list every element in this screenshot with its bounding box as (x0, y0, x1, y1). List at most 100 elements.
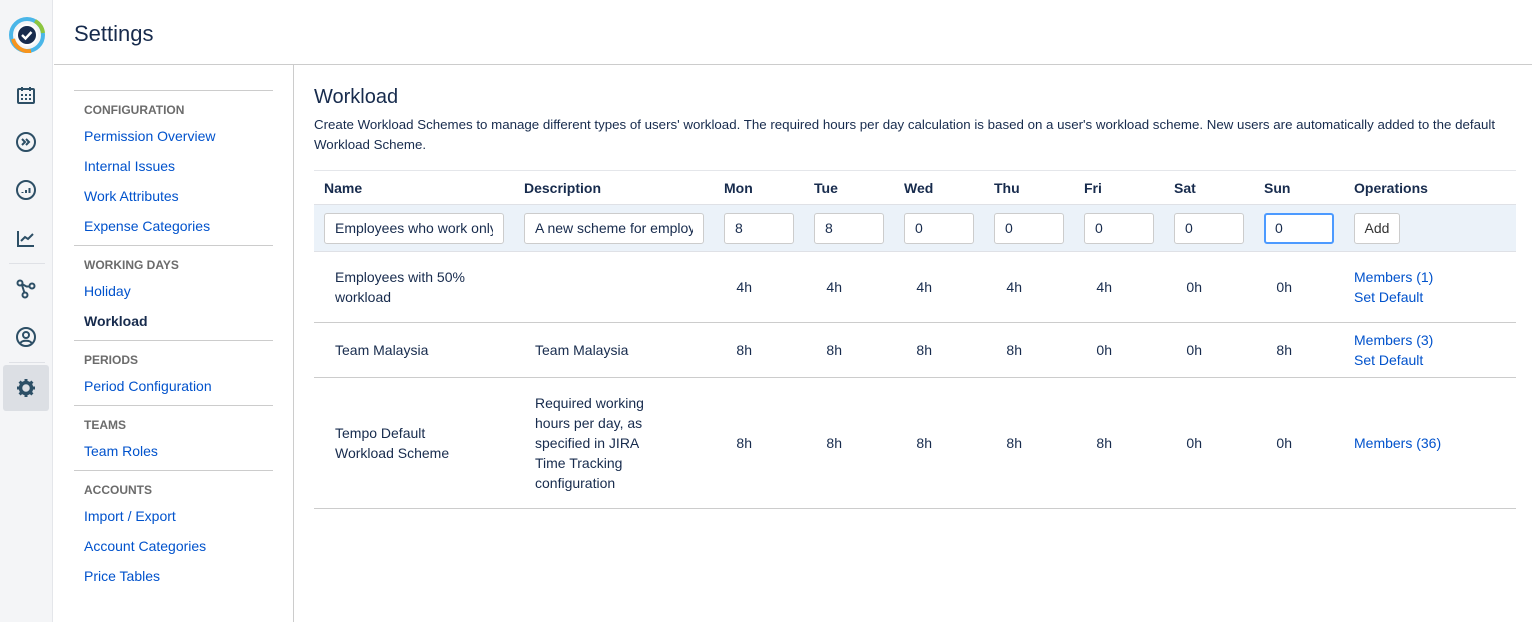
menu-item-work-attributes[interactable]: Work Attributes (84, 188, 179, 204)
page-header: Settings (54, 0, 1532, 65)
workload-content: Workload Create Workload Schemes to mana… (314, 65, 1532, 509)
day-hours-cell: 0h (1164, 377, 1254, 509)
day-hours-cell: 0h (1254, 251, 1344, 323)
menu-item-team-roles[interactable]: Team Roles (84, 443, 158, 459)
day-hours: 8h (826, 342, 842, 358)
table-row: Employees with 50% workload 4h 4h 4h 4h 4h 0h 0… (314, 251, 1516, 323)
day-hours: 8h (1276, 342, 1292, 358)
app-rail (0, 0, 53, 622)
gear-icon[interactable] (14, 376, 38, 400)
day-hours: 0h (1186, 279, 1202, 295)
mon-input[interactable] (724, 212, 794, 244)
day-hours-cell: 4h (984, 251, 1074, 323)
day-hours: 8h (1096, 435, 1112, 451)
plan-icon[interactable] (14, 130, 38, 154)
members-link[interactable]: Members (3) (1354, 332, 1434, 348)
trend-icon[interactable] (14, 226, 38, 250)
menu-heading: ACCOUNTS (84, 483, 152, 497)
column-header-tue: Tue (814, 179, 838, 196)
day-hours-cell: 8h (894, 322, 984, 378)
menu-item-account-categories[interactable]: Account Categories (84, 538, 207, 554)
sat-input[interactable] (1174, 212, 1244, 244)
day-hours: 4h (1006, 279, 1022, 295)
sun-input[interactable] (1264, 212, 1334, 244)
day-hours-cell: 0h (1254, 377, 1344, 509)
menu-group-configuration: CONFIGURATION Permission Overview Intern… (74, 90, 273, 245)
day-hours-cell: 8h (804, 377, 894, 509)
scheme-description: Team Malaysia (514, 322, 714, 378)
menu-group-periods: PERIODS Period Configuration (74, 340, 273, 405)
menu-item-permission-overview[interactable]: Permission Overview (84, 128, 216, 144)
tempo-logo-icon[interactable] (9, 17, 45, 53)
day-hours: 0h (1276, 279, 1292, 295)
day-hours-cell: 0h (1164, 322, 1254, 378)
column-header-wed: Wed (904, 179, 934, 196)
day-hours: 0h (1276, 435, 1292, 451)
description-input[interactable] (524, 212, 704, 244)
day-hours: 4h (916, 279, 932, 295)
section-title: Workload (314, 86, 399, 108)
section-description: Create Workload Schemes to manage differ… (314, 117, 1496, 152)
scheme-name: Team Malaysia (314, 322, 514, 378)
day-hours-cell: 4h (894, 251, 984, 323)
column-header-sun: Sun (1264, 179, 1291, 196)
day-hours-cell: 0h (1164, 251, 1254, 323)
name-input[interactable] (324, 212, 504, 244)
menu-item-price-tables[interactable]: Price Tables (84, 568, 161, 584)
scheme-description (514, 251, 714, 323)
day-hours: 8h (1006, 435, 1022, 451)
column-header-fri: Fri (1084, 179, 1102, 196)
column-header-description: Description (524, 179, 602, 196)
column-header-name: Name (324, 179, 363, 196)
scheme-description: Required working hours per day, as speci… (514, 377, 714, 509)
day-hours-cell: 8h (804, 322, 894, 378)
day-hours-cell: 4h (714, 251, 804, 323)
day-hours-cell: 8h (1074, 377, 1164, 509)
day-hours: 0h (1186, 342, 1202, 358)
reports-icon[interactable] (14, 178, 38, 202)
day-hours: 8h (1006, 342, 1022, 358)
tue-input[interactable] (814, 212, 884, 244)
integrations-icon[interactable] (14, 277, 38, 301)
operations-cell: Members (36) (1344, 377, 1516, 509)
day-hours-cell: 4h (804, 251, 894, 323)
day-hours-cell: 8h (714, 322, 804, 378)
day-hours: 8h (916, 342, 932, 358)
fri-input[interactable] (1084, 212, 1154, 244)
menu-group-accounts: ACCOUNTS Import / Export Account Categor… (74, 470, 273, 591)
column-header-operations: Operations (1354, 179, 1428, 196)
menu-item-expense-categories[interactable]: Expense Categories (84, 218, 211, 234)
day-hours: 4h (1096, 279, 1112, 295)
calendar-icon[interactable] (14, 83, 38, 107)
menu-item-import-export[interactable]: Import / Export (84, 508, 176, 524)
set-default-link[interactable]: Set Default (1354, 352, 1424, 368)
user-icon[interactable] (14, 325, 38, 349)
menu-item-period-configuration[interactable]: Period Configuration (84, 378, 212, 394)
day-hours: 8h (736, 342, 752, 358)
members-link[interactable]: Members (36) (1354, 435, 1442, 451)
day-hours-cell: 4h (1074, 251, 1164, 323)
scheme-name: Employees with 50% workload (314, 251, 514, 323)
menu-item-holiday[interactable]: Holiday (84, 283, 131, 299)
table-row: Team Malaysia Team Malaysia 8h 8h 8h 8h 0h 0h 8h… (314, 322, 1516, 378)
menu-item-internal-issues[interactable]: Internal Issues (84, 158, 176, 174)
menu-group-teams: TEAMS Team Roles (74, 405, 273, 470)
menu-item-workload[interactable]: Workload (84, 313, 148, 329)
settings-menu: CONFIGURATION Permission Overview Intern… (54, 65, 294, 622)
thu-input[interactable] (994, 212, 1064, 244)
wed-input[interactable] (904, 212, 974, 244)
table-row: Tempo Default Workload Scheme Required wo… (314, 377, 1516, 509)
members-link[interactable]: Members (1) (1354, 269, 1434, 285)
day-hours: 4h (736, 279, 752, 295)
day-hours-cell: 8h (894, 377, 984, 509)
day-hours: 8h (826, 435, 842, 451)
set-default-link[interactable]: Set Default (1354, 289, 1424, 305)
settings-active-bg (3, 365, 49, 411)
page-title: Settings (74, 21, 154, 46)
add-button[interactable]: Add (1354, 212, 1400, 244)
menu-heading: TEAMS (84, 418, 126, 432)
column-header-mon: Mon (724, 179, 753, 196)
operations-cell: Members (1) Set Default (1344, 251, 1516, 323)
day-hours: 4h (826, 279, 842, 295)
column-header-thu: Thu (994, 179, 1020, 196)
